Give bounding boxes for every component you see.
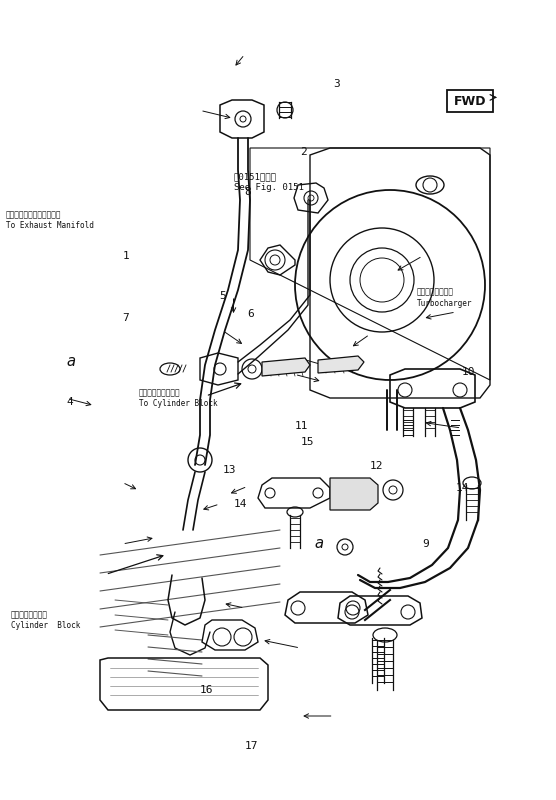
- Polygon shape: [318, 356, 364, 373]
- Text: FWD: FWD: [454, 95, 486, 108]
- Text: 8: 8: [245, 187, 251, 197]
- Text: ターボチャージャ
Turbocharger: ターボチャージャ Turbocharger: [417, 287, 473, 308]
- Text: 第0151図参照
See Fig. 0151: 第0151図参照 See Fig. 0151: [234, 172, 304, 193]
- Polygon shape: [262, 358, 310, 376]
- Polygon shape: [330, 478, 378, 510]
- Text: a: a: [67, 354, 76, 369]
- Text: 12: 12: [370, 461, 383, 470]
- Text: 16: 16: [200, 685, 214, 694]
- Text: 15: 15: [300, 437, 314, 446]
- Text: エキゾーストマニホールヘ
To Exhaust Manifold: エキゾーストマニホールヘ To Exhaust Manifold: [6, 210, 93, 230]
- Text: 5: 5: [220, 291, 226, 301]
- Text: 3: 3: [334, 79, 340, 89]
- Text: 2: 2: [300, 147, 307, 157]
- Text: 9: 9: [423, 539, 429, 549]
- Text: 11: 11: [295, 421, 308, 430]
- Text: 14: 14: [456, 483, 469, 493]
- Text: 14: 14: [234, 499, 247, 509]
- Text: 6: 6: [247, 309, 254, 318]
- Text: 10: 10: [461, 367, 475, 377]
- Text: シリンダブロック
Cylinder  Block: シリンダブロック Cylinder Block: [11, 610, 81, 630]
- Text: 7: 7: [122, 313, 129, 322]
- Text: 1: 1: [122, 251, 129, 261]
- Text: a: a: [314, 537, 323, 551]
- Text: 4: 4: [67, 397, 73, 406]
- Text: 13: 13: [222, 465, 236, 474]
- Text: シリンダブロックヘ
To Cylinder Block: シリンダブロックヘ To Cylinder Block: [139, 388, 217, 409]
- Text: 17: 17: [245, 741, 258, 750]
